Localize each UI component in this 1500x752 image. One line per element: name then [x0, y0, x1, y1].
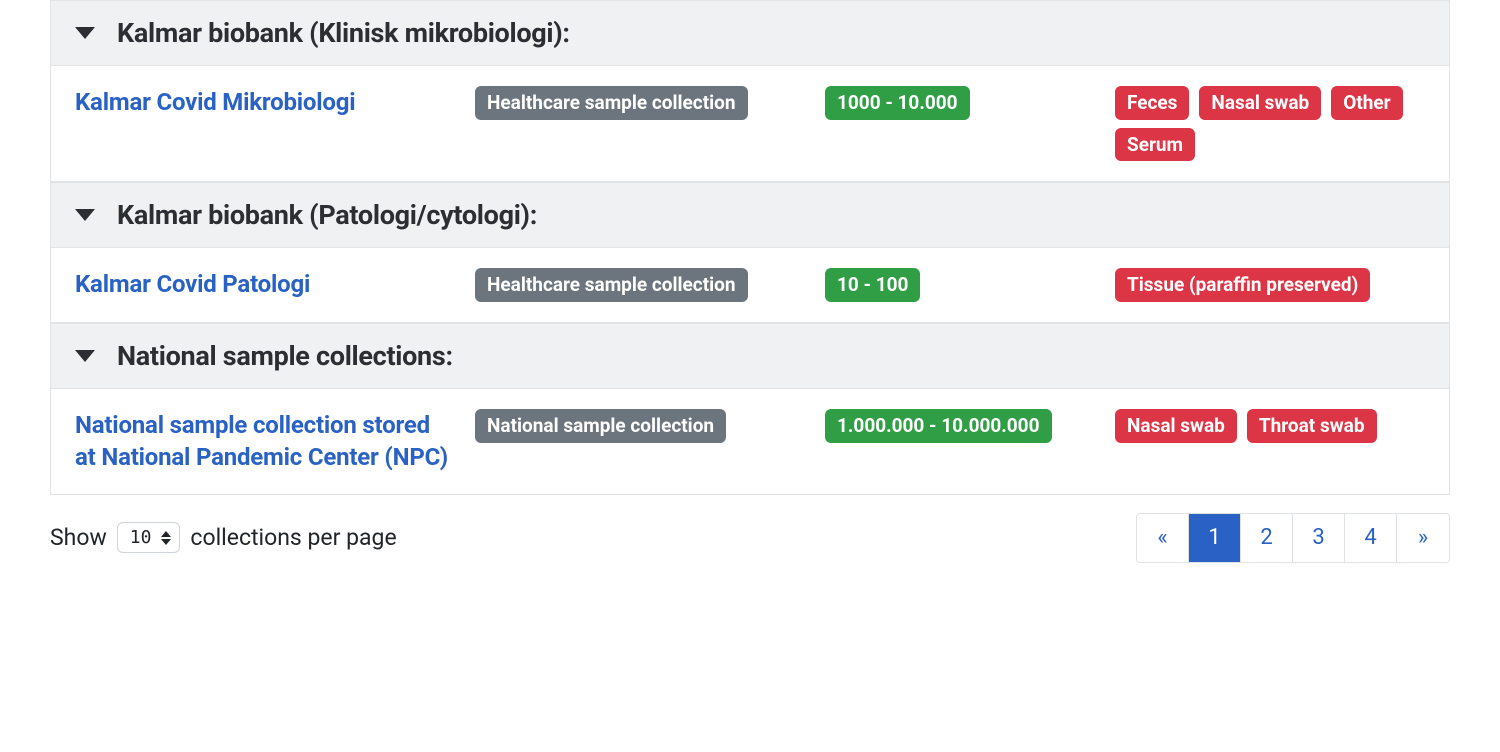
group-header[interactable]: National sample collections:	[50, 323, 1450, 389]
table-row: National sample collection stored at Nat…	[50, 389, 1450, 495]
size-badge: 10 - 100	[825, 268, 920, 302]
material-tag: Nasal swab	[1115, 409, 1237, 443]
table-row: Kalmar Covid Patologi Healthcare sample …	[50, 248, 1450, 323]
group-header[interactable]: Kalmar biobank (Klinisk mikrobiologi):	[50, 0, 1450, 66]
size-badge: 1000 - 10.000	[825, 86, 970, 120]
collection-size-cell: 1000 - 10.000	[825, 86, 1095, 120]
material-tag: Tissue (paraffin preserved)	[1115, 268, 1370, 302]
material-tag: Other	[1331, 86, 1402, 120]
group-header[interactable]: Kalmar biobank (Patologi/cytologi):	[50, 182, 1450, 248]
material-tag: Serum	[1115, 128, 1195, 162]
per-page-control: Show 10 collections per page	[50, 522, 397, 553]
collection-type-cell: Healthcare sample collection	[475, 86, 805, 120]
material-tag: Nasal swab	[1199, 86, 1321, 120]
collection-name-cell: Kalmar Covid Patologi	[75, 268, 455, 300]
table-row: Kalmar Covid Mikrobiologi Healthcare sam…	[50, 66, 1450, 182]
group-title: Kalmar biobank (Patologi/cytologi):	[117, 199, 537, 231]
collections-table: Kalmar biobank (Klinisk mikrobiologi): K…	[0, 0, 1500, 583]
page-number-button[interactable]: 2	[1241, 514, 1293, 562]
select-sort-icon	[161, 531, 171, 545]
per-page-suffix: collections per page	[190, 524, 396, 551]
per-page-select[interactable]: 10	[117, 522, 181, 553]
collection-size-cell: 10 - 100	[825, 268, 1095, 302]
page-number-button[interactable]: 4	[1345, 514, 1397, 562]
collection-link[interactable]: Kalmar Covid Patologi	[75, 270, 310, 298]
collection-link[interactable]: Kalmar Covid Mikrobiologi	[75, 88, 355, 116]
collection-tags-cell: Feces Nasal swab Other Serum	[1115, 86, 1425, 161]
caret-down-icon	[75, 350, 95, 362]
per-page-value: 10	[130, 527, 152, 548]
collection-name-cell: National sample collection stored at Nat…	[75, 409, 455, 474]
type-badge: National sample collection	[475, 409, 726, 443]
material-tag: Throat swab	[1247, 409, 1377, 443]
show-label: Show	[50, 524, 107, 551]
type-badge: Healthcare sample collection	[475, 268, 748, 302]
pagination: « 1 2 3 4 »	[1136, 513, 1450, 563]
collection-name-cell: Kalmar Covid Mikrobiologi	[75, 86, 455, 118]
collection-type-cell: National sample collection	[475, 409, 805, 443]
page-next-button[interactable]: »	[1397, 514, 1449, 562]
collection-link[interactable]: National sample collection stored at Nat…	[75, 411, 448, 471]
group-title: Kalmar biobank (Klinisk mikrobiologi):	[117, 17, 570, 49]
page-number-button[interactable]: 3	[1293, 514, 1345, 562]
page-prev-button[interactable]: «	[1137, 514, 1189, 562]
table-footer: Show 10 collections per page « 1 2 3 4 »	[50, 495, 1450, 563]
caret-down-icon	[75, 209, 95, 221]
page-number-button[interactable]: 1	[1189, 514, 1241, 562]
group-title: National sample collections:	[117, 340, 453, 372]
collection-size-cell: 1.000.000 - 10.000.000	[825, 409, 1095, 443]
caret-down-icon	[75, 27, 95, 39]
collection-tags-cell: Tissue (paraffin preserved)	[1115, 268, 1425, 302]
collection-tags-cell: Nasal swab Throat swab	[1115, 409, 1425, 443]
type-badge: Healthcare sample collection	[475, 86, 748, 120]
collection-type-cell: Healthcare sample collection	[475, 268, 805, 302]
material-tag: Feces	[1115, 86, 1189, 120]
size-badge: 1.000.000 - 10.000.000	[825, 409, 1052, 443]
